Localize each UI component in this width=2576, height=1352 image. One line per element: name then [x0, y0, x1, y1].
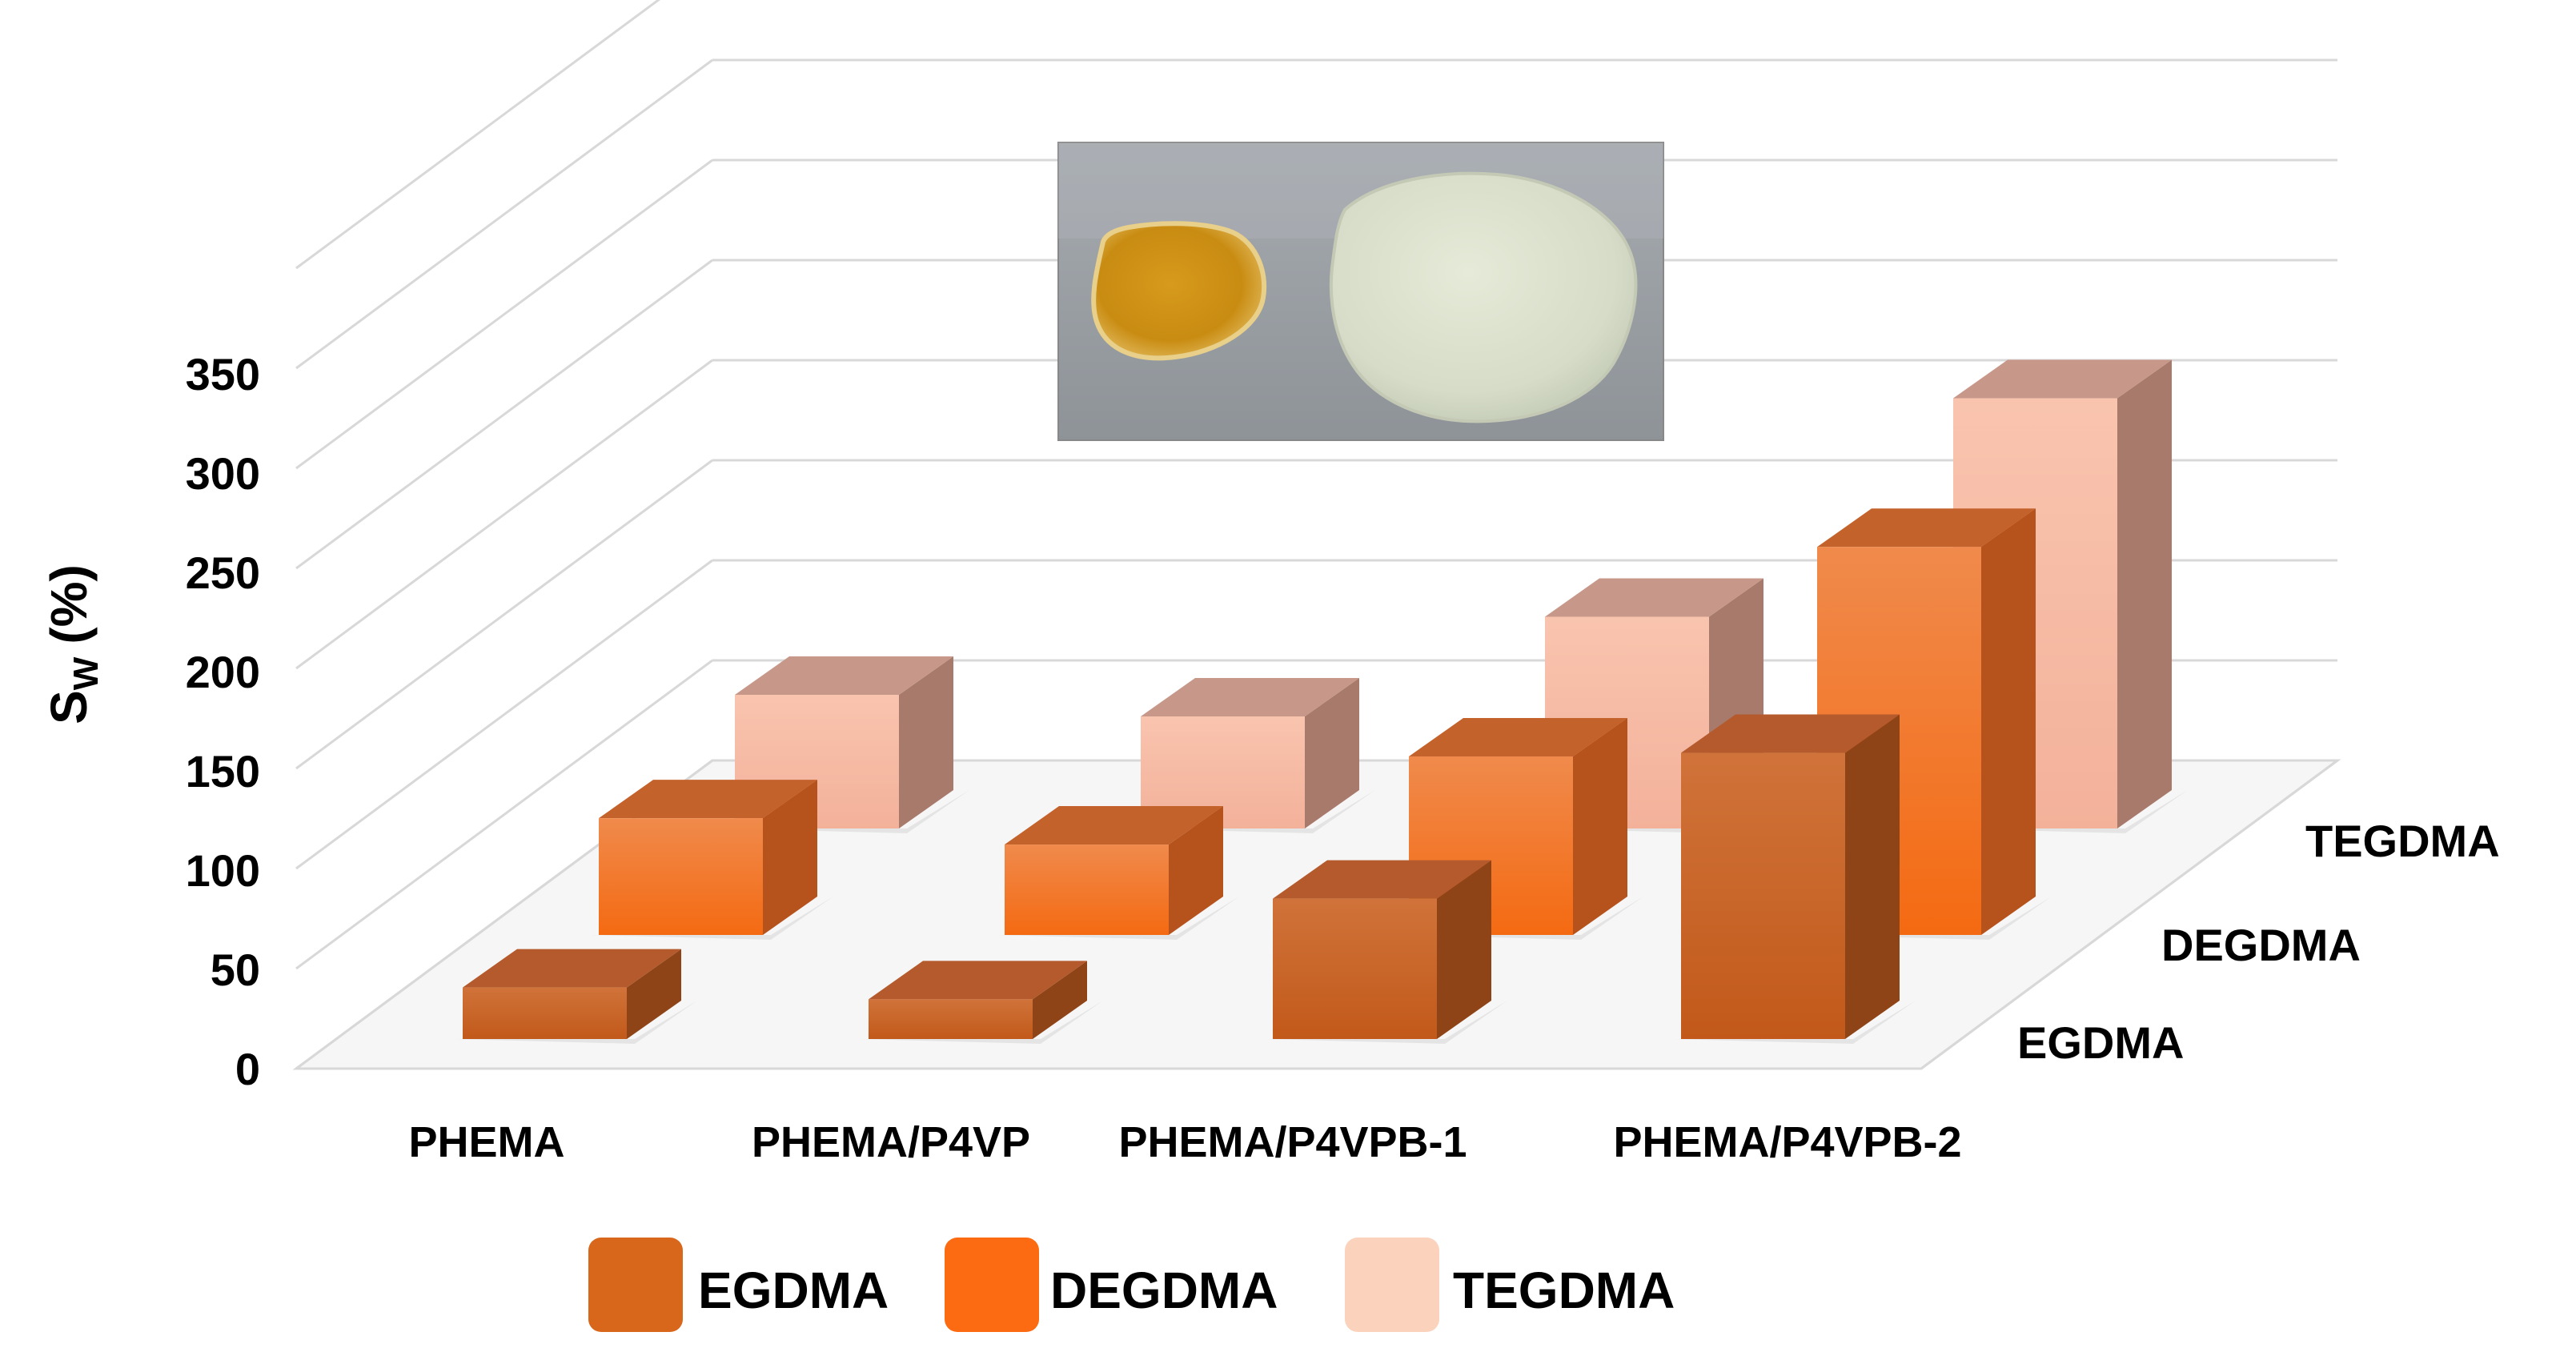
- y-axis-label-unit: (%): [40, 564, 98, 644]
- bar-shadow: [997, 897, 1239, 940]
- category-label: PHEMA/P4VP: [752, 1118, 1030, 1166]
- legend-swatch-tegdma: [1345, 1238, 1439, 1332]
- y-tick-label: 200: [186, 647, 260, 697]
- svg-text:SW(%): SW (%): [40, 564, 106, 724]
- gridline-side: [295, 459, 713, 770]
- legend: EGDMA DEGDMA TEGDMA: [588, 1238, 1675, 1332]
- category-label: PHEMA: [408, 1118, 564, 1166]
- gridline-side: [295, 58, 713, 370]
- legend-label: DEGDMA: [1050, 1262, 1278, 1319]
- bar-side: [899, 656, 953, 828]
- gridline-side: [295, 259, 713, 570]
- bar-side: [627, 949, 681, 1039]
- depth-label: DEGDMA: [2161, 920, 2361, 970]
- bar-top: [463, 949, 681, 988]
- y-axis-ticks: 0 50 100 150 200 250 300 350: [186, 349, 260, 1094]
- bar-front: [1005, 844, 1169, 935]
- bar-side: [1573, 717, 1627, 935]
- bar-shadow: [861, 1001, 1103, 1044]
- bar-top: [599, 780, 817, 819]
- depth-label: TEGDMA: [2305, 816, 2500, 866]
- bar-top: [1273, 860, 1491, 899]
- depth-label: EGDMA: [2017, 1017, 2184, 1068]
- bar-shadow: [1265, 1001, 1507, 1044]
- bars: [455, 359, 2188, 1044]
- bar-front: [1681, 752, 1845, 1039]
- y-tick-label: 0: [235, 1044, 260, 1094]
- bar-shadow: [591, 897, 833, 940]
- legend-swatch-degdma: [945, 1238, 1039, 1332]
- bar-front: [869, 999, 1033, 1039]
- legend-label: EGDMA: [698, 1262, 889, 1319]
- dry-hydrogel-disc: [1091, 221, 1267, 361]
- bar-front: [1273, 898, 1437, 1039]
- bar-side: [1033, 961, 1087, 1039]
- gridline-side: [295, 659, 713, 970]
- floor-edge: [1920, 759, 2338, 1070]
- gridline-side: [295, 559, 713, 870]
- gridline-side: [295, 359, 713, 670]
- y-tick-label: 100: [186, 845, 260, 896]
- bar-egdma: [1265, 860, 1507, 1044]
- y-tick-label: 250: [186, 548, 260, 598]
- y-tick-label: 150: [186, 746, 260, 796]
- x-axis-category-labels: PHEMA PHEMA/P4VP PHEMA/P4VPB-1 PHEMA/P4V…: [408, 1118, 1961, 1166]
- bar-top: [1545, 578, 1763, 617]
- bar-side: [1169, 806, 1223, 935]
- depth-axis-labels: EGDMA DEGDMA TEGDMA: [2017, 816, 2500, 1068]
- category-label: PHEMA/P4VPB-2: [1613, 1118, 1961, 1166]
- bar-top: [1409, 717, 1627, 756]
- bar-side: [2117, 359, 2172, 828]
- bar-top: [1817, 508, 2036, 548]
- bar-top: [1141, 678, 1359, 716]
- y-axis-label: SW (%): [40, 564, 106, 724]
- bar-degdma: [591, 780, 833, 940]
- bar-side: [763, 780, 817, 935]
- bar-shadow: [455, 1001, 697, 1044]
- inset-photo: [1057, 142, 1664, 441]
- bar-degdma: [997, 806, 1239, 940]
- y-tick-label: 300: [186, 448, 260, 499]
- bar-top: [1005, 806, 1223, 845]
- bar-egdma: [1673, 714, 1916, 1044]
- bar-top: [869, 961, 1087, 1000]
- gridline-side: [295, 158, 713, 470]
- bar-top: [735, 656, 953, 695]
- legend-label: TEGDMA: [1453, 1262, 1675, 1319]
- legend-swatch-egdma: [588, 1238, 683, 1332]
- category-label: PHEMA/P4VPB-1: [1118, 1118, 1467, 1166]
- bar-side: [1981, 508, 2036, 935]
- bar-side: [1305, 678, 1359, 828]
- bar-egdma: [455, 949, 697, 1044]
- bar-egdma: [861, 961, 1103, 1044]
- bar-side: [1437, 860, 1491, 1039]
- swollen-hydrogel-disc: [1329, 171, 1638, 423]
- y-axis-label-subscript: W: [66, 656, 106, 690]
- bar-top: [1953, 359, 2172, 399]
- y-tick-label: 50: [211, 945, 260, 995]
- bar-front: [599, 818, 763, 935]
- bar-side: [1845, 714, 1900, 1039]
- gridline-side: [295, 0, 660, 270]
- bar-front: [463, 987, 627, 1039]
- bar-top: [1681, 714, 1900, 753]
- y-axis-label-symbol: S: [40, 690, 98, 724]
- bar-shadow: [1673, 1001, 1916, 1044]
- y-tick-label: 350: [186, 349, 260, 399]
